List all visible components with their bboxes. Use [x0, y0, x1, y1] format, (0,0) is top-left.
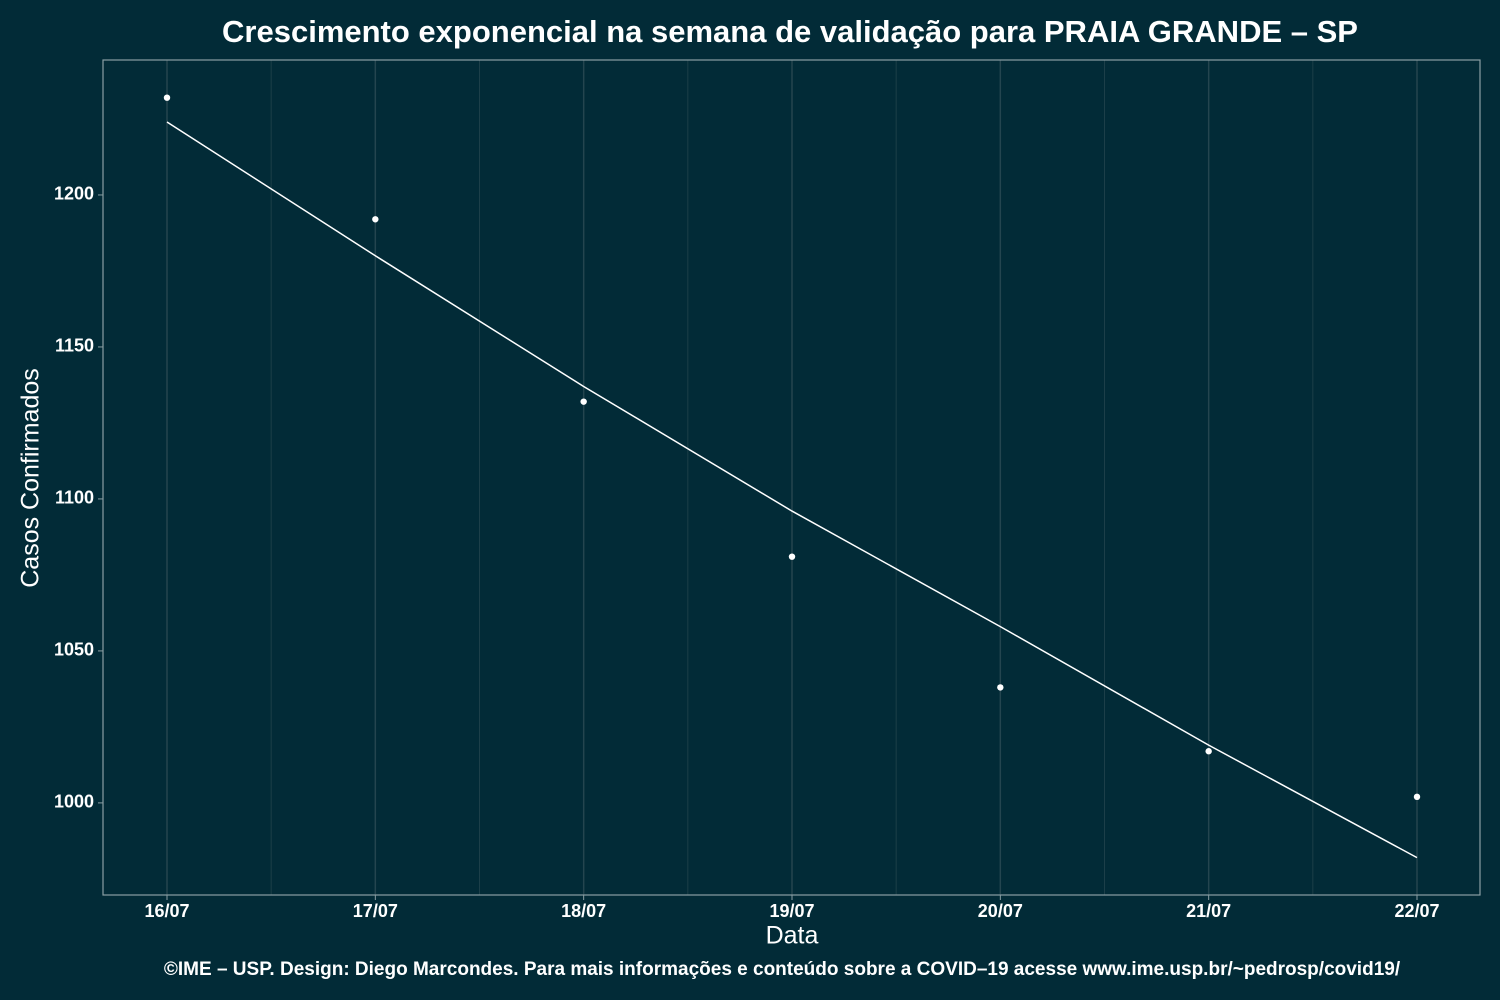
- y-tick-label: 1100: [55, 488, 94, 508]
- y-tick-label: 1200: [54, 184, 94, 204]
- data-point: [372, 216, 379, 223]
- x-tick-label: 17/07: [353, 901, 398, 921]
- data-point: [1205, 748, 1212, 755]
- y-tick-label: 1000: [54, 792, 94, 812]
- fit-line: [166, 121, 1418, 859]
- x-axis-label: Data: [766, 922, 819, 950]
- x-tick-label: 19/07: [769, 901, 814, 921]
- x-tick-label: 20/07: [978, 901, 1023, 921]
- footer: ©IME – USP. Design: Diego Marcondes. Par…: [164, 959, 1401, 980]
- data-point: [580, 398, 587, 405]
- y-axis-label: Casos Confirmados: [17, 368, 45, 588]
- y-tick-label: 1150: [55, 336, 94, 356]
- x-tick-label: 21/07: [1186, 901, 1231, 921]
- data-point: [163, 94, 171, 101]
- data-point: [788, 553, 796, 560]
- data-point: [1413, 793, 1421, 801]
- x-tick-label: 16/07: [144, 901, 189, 921]
- x-tick-label: 22/07: [1394, 901, 1439, 921]
- chart-title: Crescimento exponencial na semana de val…: [222, 14, 1358, 49]
- data-point: [997, 684, 1004, 691]
- x-tick-label: 18/07: [561, 901, 606, 921]
- y-tick-label: 1050: [54, 640, 94, 660]
